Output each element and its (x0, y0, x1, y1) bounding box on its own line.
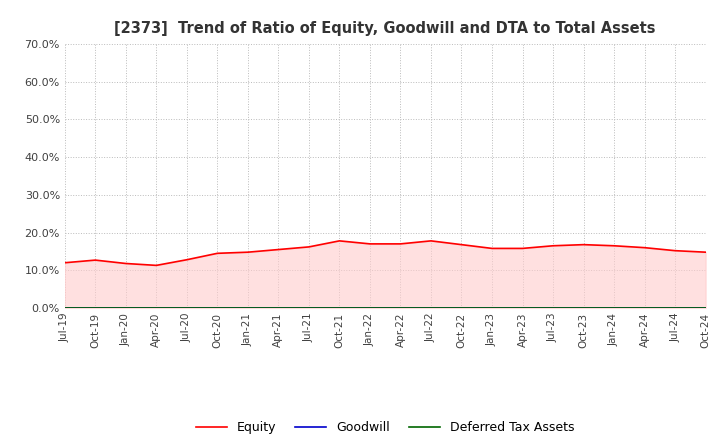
Deferred Tax Assets (457, 305, 466, 311)
Deferred Tax Assets (640, 305, 649, 311)
Deferred Tax Assets (305, 305, 313, 311)
Deferred Tax Assets (701, 305, 710, 311)
Deferred Tax Assets (274, 305, 283, 311)
Deferred Tax Assets (549, 305, 557, 311)
Goodwill (640, 305, 649, 311)
Equity (640, 245, 649, 250)
Equity (487, 246, 496, 251)
Goodwill (487, 305, 496, 311)
Equity (305, 244, 313, 249)
Equity (427, 238, 436, 243)
Equity (91, 257, 99, 263)
Equity (60, 260, 69, 265)
Equity (671, 248, 680, 253)
Goodwill (671, 305, 680, 311)
Goodwill (243, 305, 252, 311)
Goodwill (549, 305, 557, 311)
Deferred Tax Assets (366, 305, 374, 311)
Line: Equity: Equity (65, 241, 706, 265)
Deferred Tax Assets (610, 305, 618, 311)
Equity (274, 247, 283, 252)
Equity (183, 257, 192, 262)
Goodwill (396, 305, 405, 311)
Goodwill (457, 305, 466, 311)
Equity (213, 251, 222, 256)
Goodwill (427, 305, 436, 311)
Goodwill (701, 305, 710, 311)
Deferred Tax Assets (91, 305, 99, 311)
Deferred Tax Assets (152, 305, 161, 311)
Equity (122, 261, 130, 266)
Equity (549, 243, 557, 249)
Goodwill (183, 305, 192, 311)
Deferred Tax Assets (396, 305, 405, 311)
Goodwill (335, 305, 343, 311)
Deferred Tax Assets (518, 305, 527, 311)
Equity (335, 238, 343, 243)
Deferred Tax Assets (122, 305, 130, 311)
Equity (610, 243, 618, 249)
Goodwill (610, 305, 618, 311)
Goodwill (152, 305, 161, 311)
Goodwill (274, 305, 283, 311)
Equity (152, 263, 161, 268)
Goodwill (579, 305, 588, 311)
Deferred Tax Assets (487, 305, 496, 311)
Goodwill (91, 305, 99, 311)
Legend: Equity, Goodwill, Deferred Tax Assets: Equity, Goodwill, Deferred Tax Assets (191, 416, 580, 439)
Goodwill (213, 305, 222, 311)
Equity (366, 241, 374, 246)
Deferred Tax Assets (60, 305, 69, 311)
Goodwill (305, 305, 313, 311)
Goodwill (122, 305, 130, 311)
Deferred Tax Assets (213, 305, 222, 311)
Deferred Tax Assets (243, 305, 252, 311)
Goodwill (518, 305, 527, 311)
Title: [2373]  Trend of Ratio of Equity, Goodwill and DTA to Total Assets: [2373] Trend of Ratio of Equity, Goodwil… (114, 21, 656, 36)
Equity (457, 242, 466, 247)
Deferred Tax Assets (183, 305, 192, 311)
Deferred Tax Assets (427, 305, 436, 311)
Equity (396, 241, 405, 246)
Equity (518, 246, 527, 251)
Equity (701, 249, 710, 255)
Goodwill (366, 305, 374, 311)
Goodwill (60, 305, 69, 311)
Deferred Tax Assets (335, 305, 343, 311)
Deferred Tax Assets (671, 305, 680, 311)
Equity (579, 242, 588, 247)
Deferred Tax Assets (579, 305, 588, 311)
Equity (243, 249, 252, 255)
